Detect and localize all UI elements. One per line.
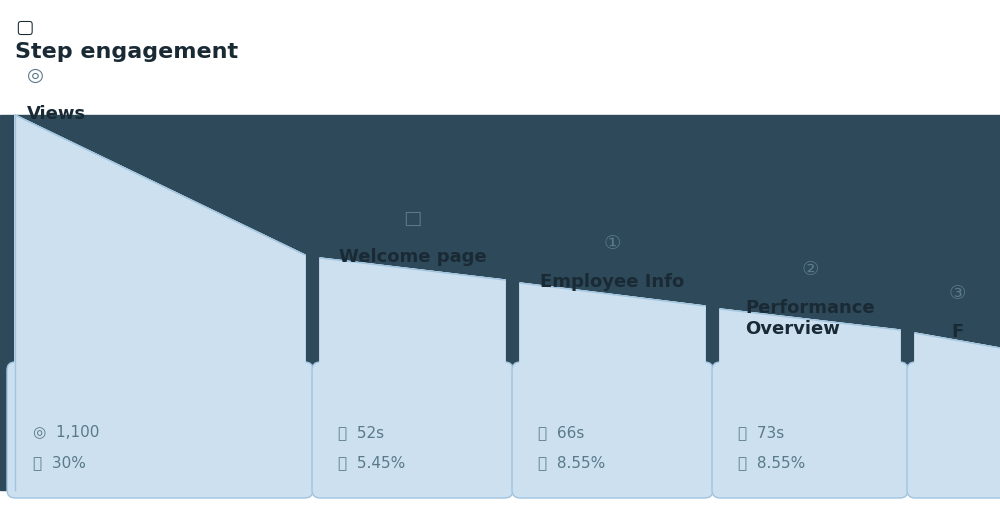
Text: ①: ① (604, 234, 621, 253)
Text: F: F (951, 323, 964, 341)
Text: ▢: ▢ (15, 18, 33, 37)
Polygon shape (915, 333, 1000, 490)
Text: Views: Views (27, 105, 86, 123)
Polygon shape (915, 333, 1000, 378)
FancyBboxPatch shape (7, 362, 313, 498)
Polygon shape (720, 309, 900, 378)
FancyBboxPatch shape (312, 362, 513, 498)
Polygon shape (720, 309, 900, 490)
Text: Employee Info: Employee Info (540, 273, 685, 291)
Text: ⤓  30%: ⤓ 30% (33, 455, 86, 470)
Text: ⧖  52s: ⧖ 52s (338, 425, 384, 440)
Polygon shape (320, 258, 505, 490)
Polygon shape (520, 283, 705, 490)
Text: □: □ (403, 209, 422, 228)
Text: ⧖  66s: ⧖ 66s (538, 425, 584, 440)
Polygon shape (320, 258, 505, 378)
Text: Performance
Overview: Performance Overview (745, 299, 875, 338)
Text: ⤓  8.55%: ⤓ 8.55% (738, 455, 805, 470)
Text: ◎  1,100: ◎ 1,100 (33, 425, 99, 440)
Polygon shape (15, 115, 305, 490)
Text: ◎: ◎ (27, 66, 44, 85)
Text: ②: ② (801, 260, 819, 279)
Text: ⤓  5.45%: ⤓ 5.45% (338, 455, 405, 470)
FancyBboxPatch shape (512, 362, 713, 498)
FancyBboxPatch shape (712, 362, 908, 498)
Polygon shape (15, 115, 305, 378)
Text: Step engagement: Step engagement (15, 42, 238, 62)
Text: Welcome page: Welcome page (339, 248, 486, 266)
FancyBboxPatch shape (907, 362, 1000, 498)
Polygon shape (520, 283, 705, 378)
Polygon shape (0, 115, 1000, 490)
Text: ③: ③ (949, 284, 966, 303)
Text: ⧖  73s: ⧖ 73s (738, 425, 784, 440)
Text: ⤓  8.55%: ⤓ 8.55% (538, 455, 605, 470)
